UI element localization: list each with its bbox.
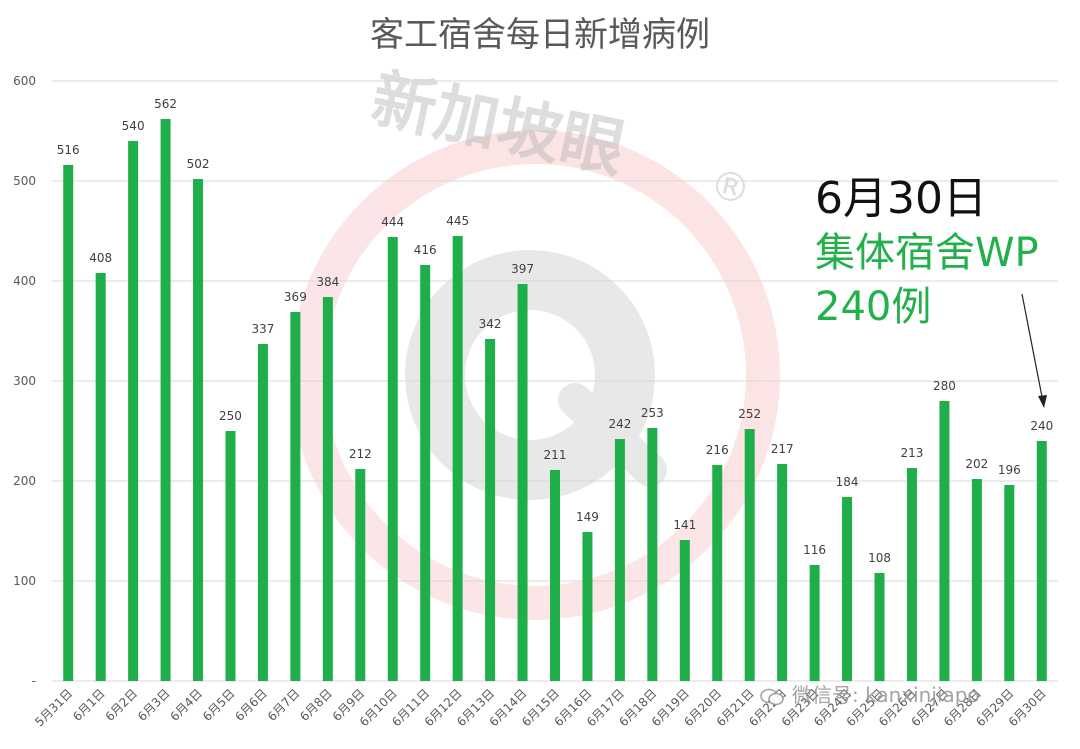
bar [550,470,560,681]
x-tick-label: 6月2日 [103,686,141,724]
data-label: 250 [219,409,242,423]
data-label: 280 [933,379,956,393]
data-label: 253 [641,406,664,420]
y-tick-label: 400 [13,274,36,288]
bar [257,344,268,681]
data-labels: 516 408 540 562 502 250 337 369 384 212 444 416 445 3… [57,97,1053,565]
bar [387,237,398,681]
y-tick-label: 500 [13,174,36,188]
y-tick-label: 600 [13,74,36,88]
data-label: 116 [803,543,826,557]
data-label: 141 [673,518,696,532]
bar [452,236,463,681]
data-label: 216 [706,443,729,457]
bar [517,284,528,681]
data-label: 211 [544,448,567,462]
data-label: 342 [479,317,502,331]
bar [128,141,139,681]
y-tick-label: 300 [13,374,36,388]
bar [420,265,431,681]
x-tick-label: 6月1日 [70,686,108,724]
data-label: 369 [284,290,307,304]
bar [290,312,301,681]
annotation-count: 240例 [815,284,932,330]
wechat-id: 微信号: kanxinjiapo [792,683,980,707]
data-label: 242 [608,417,631,431]
bar [1036,441,1047,681]
data-label: 217 [771,442,794,456]
data-label: 196 [998,463,1021,477]
grid-lines [52,80,1058,682]
data-label: 397 [511,262,534,276]
data-label: 108 [868,551,891,565]
annotation-arrow [1021,293,1047,408]
bar [355,469,366,681]
bar [939,401,950,681]
data-label: 444 [381,215,404,229]
data-label: 149 [576,510,599,524]
bar [225,431,236,681]
bar [582,532,593,681]
y-axis: - 100 200 300 400 500 600 [13,74,36,688]
bar [906,468,917,681]
data-label: 213 [901,446,924,460]
data-label: 212 [349,447,372,461]
bar [95,273,106,681]
bar [744,429,755,681]
data-label: 502 [187,157,210,171]
data-label: 384 [316,275,339,289]
data-label: 240 [1030,419,1053,433]
bar [712,465,723,681]
x-tick-label: 5月31日 [32,686,75,729]
bar [193,179,204,681]
y-tick-label: 100 [13,574,36,588]
bar [614,439,625,681]
x-tick-label: 6月5日 [200,686,238,724]
data-label: 202 [965,457,988,471]
bar [647,428,658,681]
data-label: 416 [414,243,437,257]
chart-title: 客工宿舍每日新增病例 [370,15,710,55]
data-label: 337 [251,322,274,336]
bar [679,540,690,681]
x-tick-label: 6月8日 [297,686,335,724]
annotation-box: 6月30日 集体宿舍WP 240例 [815,172,1039,334]
annotation-label: 集体宿舍WP [815,230,1039,276]
wechat-icon [760,688,784,705]
bar [63,165,74,681]
y-tick-label: - [32,674,36,688]
data-label: 184 [836,475,859,489]
data-label: 252 [738,407,761,421]
x-tick-label: 6月3日 [135,686,173,724]
bar [842,497,853,681]
bars [63,119,1047,681]
data-label: 540 [122,119,145,133]
bar [1004,485,1015,681]
bar [777,464,788,681]
wechat-watermark: 微信号: kanxinjiapo [760,679,980,708]
x-tick-label: 6月4日 [167,686,205,724]
x-tick-label: 6月6日 [232,686,270,724]
x-tick-label: 6月7日 [265,686,303,724]
bar [971,479,982,681]
bar [160,119,171,681]
watermark-registered-mark: ® [706,161,755,214]
bar [809,565,820,681]
bar [874,573,885,681]
annotation-date: 6月30日 [815,173,987,224]
data-label: 562 [154,97,177,111]
data-label: 408 [89,251,112,265]
watermark-logo [290,130,780,620]
bar [322,297,333,681]
y-tick-label: 200 [13,474,36,488]
data-label: 516 [57,143,80,157]
bar [485,339,496,681]
data-label: 445 [446,214,469,228]
